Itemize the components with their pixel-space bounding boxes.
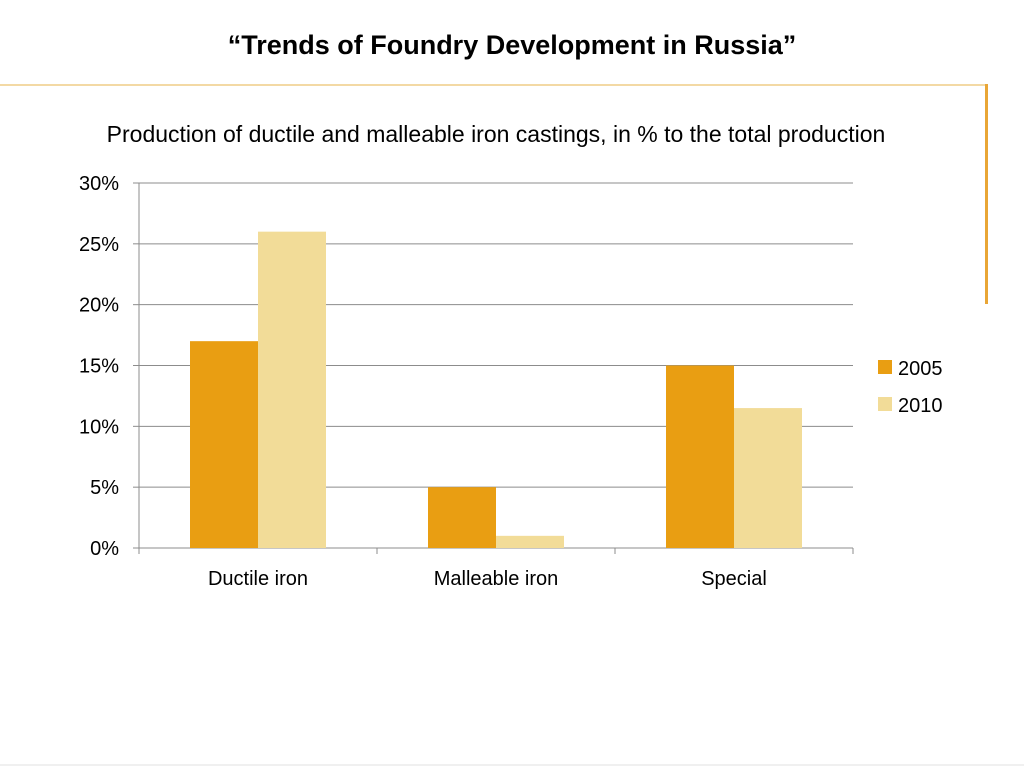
chart-title: Production of ductile and malleable iron… <box>106 121 886 147</box>
legend-swatch-2005 <box>878 360 892 374</box>
legend: 2005 2010 <box>878 358 943 417</box>
y-tick-label: 0% <box>90 538 119 560</box>
bars <box>190 231 802 548</box>
slide-title: “Trends of Foundry Development in Russia… <box>227 30 797 60</box>
bar-2005-ductile-iron <box>190 341 258 548</box>
frame-top-rule <box>0 84 987 86</box>
frame-right-rule <box>985 84 988 304</box>
y-tick-label: 30% <box>79 173 119 195</box>
x-category-label: Special <box>701 568 767 590</box>
y-tick-label: 10% <box>79 416 119 438</box>
y-tick-label: 25% <box>79 234 119 256</box>
x-category-label: Malleable iron <box>434 568 559 590</box>
y-tick-label: 15% <box>79 356 119 378</box>
bar-2005-malleable-iron <box>428 487 496 548</box>
bar-2010-special <box>734 408 802 548</box>
axis-labels: 0% 5% 10% 15% 20% 25% 30% Ductile iron Malleable… <box>79 173 767 590</box>
legend-label-2005: 2005 <box>898 358 943 380</box>
y-tick-label: 5% <box>90 477 119 499</box>
bottom-rule <box>0 764 1024 766</box>
legend-label-2010: 2010 <box>898 395 943 417</box>
bar-chart: 0% 5% 10% 15% 20% 25% 30% Ductile iron Malleable… <box>79 173 943 590</box>
bar-2010-malleable-iron <box>496 535 564 548</box>
legend-swatch-2010 <box>878 397 892 411</box>
x-category-label: Ductile iron <box>208 568 308 590</box>
bar-2005-special <box>666 365 734 548</box>
y-tick-label: 20% <box>79 295 119 317</box>
bar-2010-ductile-iron <box>258 231 326 548</box>
